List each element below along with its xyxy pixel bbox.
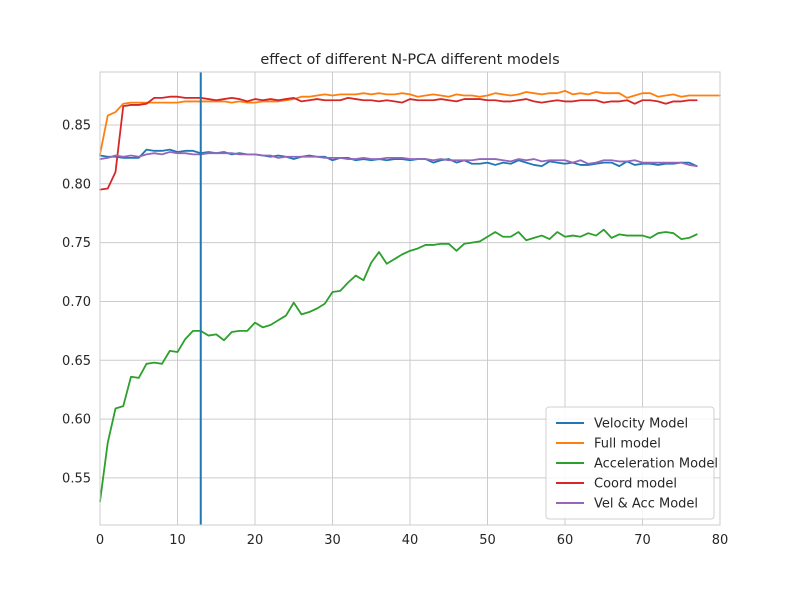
legend-label: Acceleration Model: [594, 457, 718, 472]
x-tick-label: 10: [169, 533, 186, 548]
legend-label: Velocity Model: [594, 417, 688, 432]
x-tick-label: 80: [712, 533, 729, 548]
chart-title: effect of different N-PCA different mode…: [260, 52, 559, 68]
plot-frame: [99, 71, 721, 526]
legend-label: Vel & Acc Model: [594, 497, 698, 512]
x-tick-label: 60: [557, 533, 574, 548]
y-tick-label: 0.55: [62, 471, 91, 486]
x-tick-label: 30: [324, 533, 341, 548]
series-line-vel-acc-model: [99, 151, 698, 168]
series-line-coord-model: [99, 95, 698, 191]
legend-label: Full model: [594, 437, 661, 452]
x-tick-label: 70: [634, 533, 651, 548]
x-tick-label: 40: [402, 533, 419, 548]
axis-ticks: 0 10 20 30 40 50 60 70 80 0.55 0.60 0.65 0.70 0.75 0.8…: [62, 118, 728, 548]
y-tick-label: 0.80: [62, 177, 91, 192]
y-tick-label: 0.65: [62, 354, 91, 369]
series-line-velocity-model: [99, 148, 698, 168]
y-tick-label: 0.60: [62, 413, 91, 428]
legend-box: [545, 406, 715, 520]
legend-label: Coord model: [594, 477, 677, 492]
y-tick-label: 0.75: [62, 236, 91, 251]
x-tick-label: 50: [479, 533, 496, 548]
grid-lines: [99, 72, 721, 525]
y-tick-label: 0.85: [62, 118, 91, 133]
x-tick-label: 0: [96, 533, 104, 548]
series-line-full-model: [99, 89, 721, 156]
legend: Velocity Model Full model Acceleration Mod…: [545, 406, 718, 520]
series-line-acceleration-model: [99, 228, 698, 503]
x-tick-label: 20: [247, 533, 264, 548]
y-tick-label: 0.70: [62, 295, 91, 310]
series-lines: [99, 89, 721, 503]
